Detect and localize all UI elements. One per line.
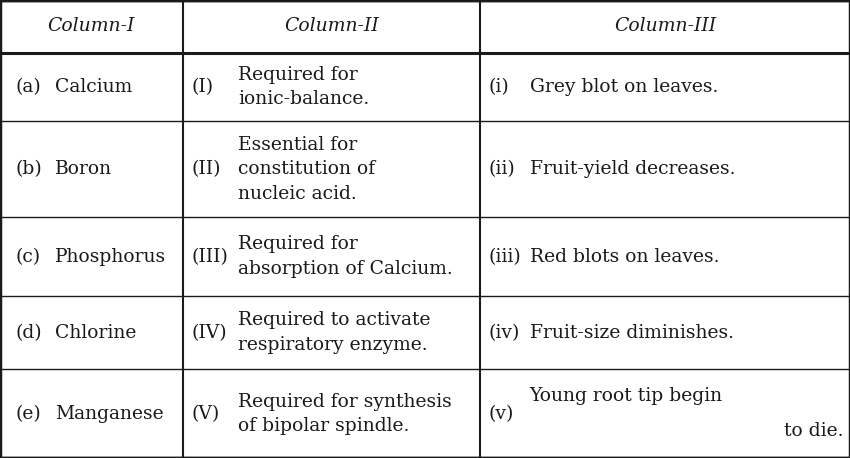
Text: Fruit-yield decreases.: Fruit-yield decreases. bbox=[530, 160, 735, 178]
Text: Grey blot on leaves.: Grey blot on leaves. bbox=[530, 78, 718, 96]
Text: (V): (V) bbox=[191, 405, 219, 423]
Text: Boron: Boron bbox=[55, 160, 112, 178]
Text: (v): (v) bbox=[489, 405, 514, 423]
Text: Required for
ionic-balance.: Required for ionic-balance. bbox=[238, 65, 369, 108]
Text: (II): (II) bbox=[191, 160, 221, 178]
Text: (ii): (ii) bbox=[489, 160, 515, 178]
Text: Manganese: Manganese bbox=[55, 405, 164, 423]
Text: (e): (e) bbox=[15, 405, 41, 423]
Text: (i): (i) bbox=[489, 78, 509, 96]
Text: Essential for
constitution of
nucleic acid.: Essential for constitution of nucleic ac… bbox=[238, 136, 375, 202]
Text: Column-III: Column-III bbox=[614, 17, 717, 35]
Text: (d): (d) bbox=[15, 324, 42, 342]
Text: Phosphorus: Phosphorus bbox=[55, 248, 167, 266]
Text: Fruit-size diminishes.: Fruit-size diminishes. bbox=[530, 324, 734, 342]
Text: Red blots on leaves.: Red blots on leaves. bbox=[530, 248, 719, 266]
Text: Required for
absorption of Calcium.: Required for absorption of Calcium. bbox=[238, 235, 453, 278]
Text: (IV): (IV) bbox=[191, 324, 227, 342]
Text: (b): (b) bbox=[15, 160, 42, 178]
Text: Young root tip begin: Young root tip begin bbox=[530, 387, 722, 405]
Text: (III): (III) bbox=[191, 248, 228, 266]
Text: Calcium: Calcium bbox=[55, 78, 133, 96]
Text: (c): (c) bbox=[15, 248, 41, 266]
Text: (I): (I) bbox=[191, 78, 213, 96]
Text: Required to activate
respiratory enzyme.: Required to activate respiratory enzyme. bbox=[238, 311, 430, 354]
Text: (a): (a) bbox=[15, 78, 41, 96]
Text: Column-II: Column-II bbox=[284, 17, 379, 35]
Text: Required for synthesis
of bipolar spindle.: Required for synthesis of bipolar spindl… bbox=[238, 393, 451, 435]
Text: to die.: to die. bbox=[784, 422, 843, 440]
Text: (iii): (iii) bbox=[489, 248, 522, 266]
Text: Column-I: Column-I bbox=[48, 17, 135, 35]
Text: Chlorine: Chlorine bbox=[55, 324, 137, 342]
Text: (iv): (iv) bbox=[489, 324, 520, 342]
